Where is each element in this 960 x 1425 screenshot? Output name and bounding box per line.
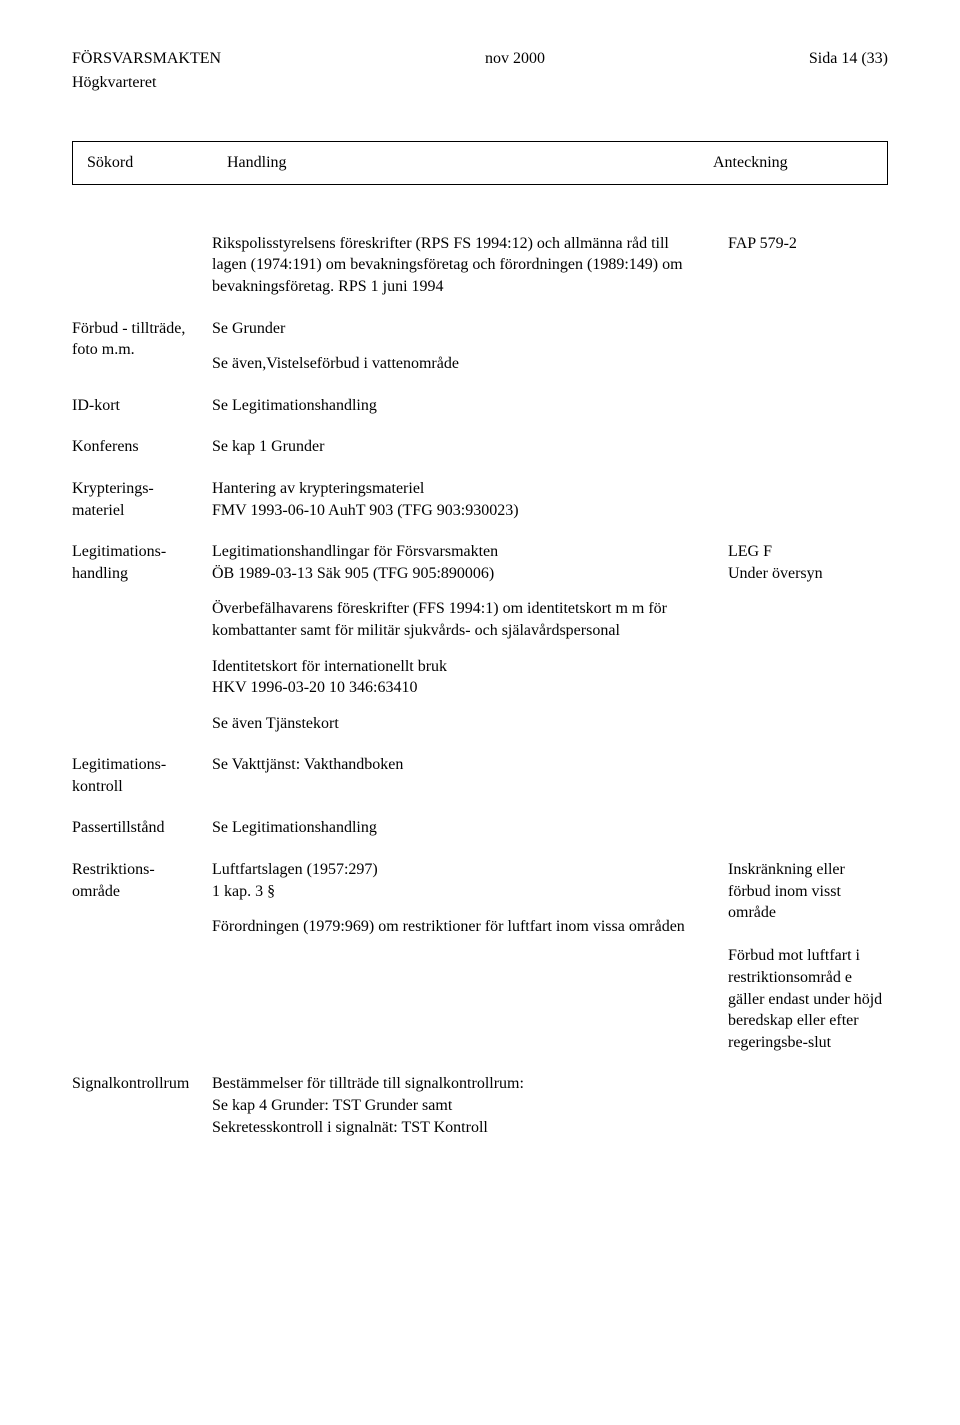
row-body: Luftfartslagen (1957:297) 1 kap. 3 § Föro… (212, 859, 728, 1053)
row-key: Förbud - tillträde, foto m.m. (72, 318, 212, 375)
table-row: ID-kortSe Legitimationshandling (72, 395, 888, 417)
row-body-paragraph: Se Grunder (212, 318, 704, 340)
header-date: nov 2000 (221, 48, 809, 70)
header-org: FÖRSVARSMAKTEN (72, 48, 221, 70)
row-note (728, 754, 888, 797)
table-row: Legitimations- kontrollSe Vakttjänst: Va… (72, 754, 888, 797)
row-body: Se Grunder Se även,Vistelseförbud i vatte… (212, 318, 728, 375)
row-note (728, 817, 888, 839)
row-body-paragraph: Identitetskort för internationellt bruk … (212, 656, 704, 699)
row-body-paragraph: Se även Tjänstekort (212, 713, 704, 735)
row-key: Legitimations- handling (72, 541, 212, 734)
row-key: Konferens (72, 436, 212, 458)
row-note (728, 436, 888, 458)
row-body-paragraph: Hantering av krypteringsmateriel FMV 199… (212, 478, 704, 521)
row-key: Signalkontrollrum (72, 1073, 212, 1138)
row-body-paragraph: Legitimationshandlingar för Försvarsmakt… (212, 541, 704, 584)
row-note: FAP 579-2 (728, 233, 888, 298)
table-header-box: Sökord Handling Anteckning (72, 141, 888, 185)
table-body: Rikspolisstyrelsens föreskrifter (RPS FS… (72, 233, 888, 1138)
header-page: Sida 14 (33) (809, 48, 888, 70)
row-key: ID-kort (72, 395, 212, 417)
col-header-note: Anteckning (713, 152, 873, 174)
col-header-key: Sökord (87, 152, 227, 174)
row-body: Se Legitimationshandling (212, 817, 728, 839)
row-key: Legitimations- kontroll (72, 754, 212, 797)
row-body: Se Legitimationshandling (212, 395, 728, 417)
row-body: Rikspolisstyrelsens föreskrifter (RPS FS… (212, 233, 728, 298)
row-key: Krypterings- materiel (72, 478, 212, 521)
row-body-paragraph: Se Legitimationshandling (212, 817, 704, 839)
row-body: Hantering av krypteringsmateriel FMV 199… (212, 478, 728, 521)
row-body-paragraph: Se Vakttjänst: Vakthandboken (212, 754, 704, 776)
row-body-paragraph: Rikspolisstyrelsens föreskrifter (RPS FS… (212, 233, 704, 298)
table-row: KonferensSe kap 1 Grunder (72, 436, 888, 458)
row-key: Restriktions- område (72, 859, 212, 1053)
row-body: Legitimationshandlingar för Försvarsmakt… (212, 541, 728, 734)
row-note (728, 1073, 888, 1138)
row-body: Bestämmelser för tillträde till signalko… (212, 1073, 728, 1138)
row-note (728, 478, 888, 521)
row-body-paragraph: Förordningen (1979:969) om restriktioner… (212, 916, 704, 938)
table-row: Förbud - tillträde, foto m.m.Se GrunderS… (72, 318, 888, 375)
row-body: Se kap 1 Grunder (212, 436, 728, 458)
table-row: Krypterings- materielHantering av krypte… (72, 478, 888, 521)
row-note (728, 395, 888, 417)
row-body-paragraph: Se kap 1 Grunder (212, 436, 704, 458)
table-row: SignalkontrollrumBestämmelser för tilltr… (72, 1073, 888, 1138)
table-row: Legitimations- handlingLegitimationshand… (72, 541, 888, 734)
row-body-paragraph: Luftfartslagen (1957:297) 1 kap. 3 § (212, 859, 704, 902)
row-note: LEG F Under översyn (728, 541, 888, 734)
page-header: FÖRSVARSMAKTEN nov 2000 Sida 14 (33) (72, 48, 888, 70)
row-body-paragraph: Överbefälhavarens föreskrifter (FFS 1994… (212, 598, 704, 641)
row-key: Passertillstånd (72, 817, 212, 839)
row-body: Se Vakttjänst: Vakthandboken (212, 754, 728, 797)
row-body-paragraph: Se även,Vistelseförbud i vattenområde (212, 353, 704, 375)
table-row: Restriktions- områdeLuftfartslagen (1957… (72, 859, 888, 1053)
row-note (728, 318, 888, 375)
table-row: Rikspolisstyrelsens föreskrifter (RPS FS… (72, 233, 888, 298)
row-note: Inskränkning eller förbud inom visst omr… (728, 859, 888, 1053)
col-header-body: Handling (227, 152, 713, 174)
row-key (72, 233, 212, 298)
row-body-paragraph: Bestämmelser för tillträde till signalko… (212, 1073, 704, 1138)
table-row: PassertillståndSe Legitimationshandling (72, 817, 888, 839)
header-sub-org: Högkvarteret (72, 72, 888, 94)
row-body-paragraph: Se Legitimationshandling (212, 395, 704, 417)
